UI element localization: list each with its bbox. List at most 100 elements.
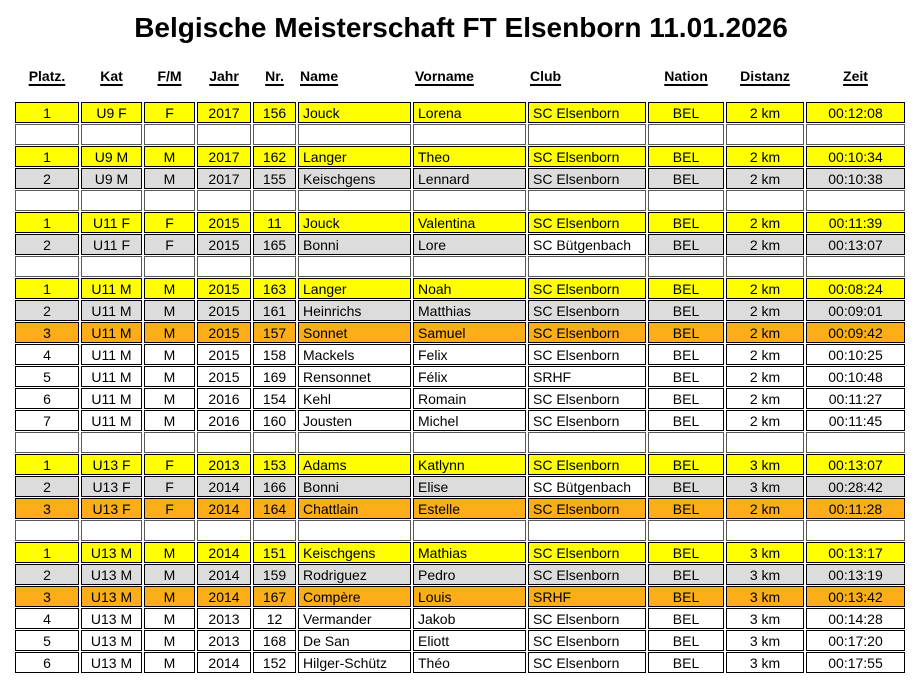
cell-kat: U13 F xyxy=(81,476,142,497)
cell-distanz: 2 km xyxy=(726,234,804,255)
cell-nation: BEL xyxy=(648,542,724,563)
separator-cell xyxy=(15,124,79,145)
cell-nr: 161 xyxy=(253,300,296,321)
cell-club: SC Elsenborn xyxy=(528,344,646,365)
cell-jahr: 2016 xyxy=(197,388,251,409)
cell-platz: 1 xyxy=(15,102,79,123)
column-header-club: Club xyxy=(530,68,562,84)
separator-cell xyxy=(81,256,142,277)
cell-platz: 2 xyxy=(15,168,79,189)
separator-cell xyxy=(806,432,905,453)
cell-fm: F xyxy=(144,454,195,475)
cell-fm: F xyxy=(144,476,195,497)
cell-fm: M xyxy=(144,586,195,607)
cell-jahr: 2015 xyxy=(197,366,251,387)
cell-zeit: 00:11:27 xyxy=(806,388,905,409)
cell-club: SC Elsenborn xyxy=(528,278,646,299)
cell-vorname: Matthias xyxy=(413,300,526,321)
cell-club: SC Elsenborn xyxy=(528,542,646,563)
column-header-jahr: Jahr xyxy=(209,68,239,84)
cell-name: Jouck xyxy=(298,102,411,123)
cell-nation: BEL xyxy=(648,498,724,519)
cell-vorname: Samuel xyxy=(413,322,526,343)
result-row: 1 U13 F F 2013 153 Adams Katlynn SC Elsenborn BE… xyxy=(15,454,905,475)
cell-platz: 1 xyxy=(15,454,79,475)
separator-cell xyxy=(253,190,296,211)
result-row: 3 U13 F F 2014 164 Chattlain Estelle SC Elsenbo… xyxy=(15,498,905,519)
cell-kat: U11 M xyxy=(81,388,142,409)
cell-zeit: 00:11:39 xyxy=(806,212,905,233)
cell-nation: BEL xyxy=(648,564,724,585)
cell-jahr: 2015 xyxy=(197,322,251,343)
separator-cell xyxy=(253,256,296,277)
cell-fm: F xyxy=(144,234,195,255)
cell-fm: M xyxy=(144,608,195,629)
cell-name: Sonnet xyxy=(298,322,411,343)
cell-zeit: 00:09:42 xyxy=(806,322,905,343)
cell-nation: BEL xyxy=(648,388,724,409)
column-header-vorname: Vorname xyxy=(415,68,474,84)
separator-cell xyxy=(298,124,411,145)
cell-kat: U11 M xyxy=(81,322,142,343)
separator-cell xyxy=(253,432,296,453)
separator-cell xyxy=(648,256,724,277)
separator-cell xyxy=(144,190,195,211)
cell-nr: 158 xyxy=(253,344,296,365)
cell-fm: F xyxy=(144,102,195,123)
result-row: 2 U13 M M 2014 159 Rodriguez Pedro SC Elsenborn… xyxy=(15,564,905,585)
cell-kat: U13 M xyxy=(81,542,142,563)
separator-cell xyxy=(726,190,804,211)
cell-vorname: Theo xyxy=(413,146,526,167)
cell-platz: 4 xyxy=(15,608,79,629)
cell-kat: U9 M xyxy=(81,168,142,189)
separator-cell xyxy=(648,124,724,145)
cell-platz: 1 xyxy=(15,278,79,299)
cell-fm: F xyxy=(144,212,195,233)
cell-vorname: Lorena xyxy=(413,102,526,123)
cell-name: Compère xyxy=(298,586,411,607)
cell-nr: 159 xyxy=(253,564,296,585)
cell-name: Kehl xyxy=(298,388,411,409)
cell-platz: 2 xyxy=(15,234,79,255)
cell-club: SC Bütgenbach xyxy=(528,234,646,255)
cell-nr: 153 xyxy=(253,454,296,475)
cell-club: SC Elsenborn xyxy=(528,212,646,233)
cell-vorname: Eliott xyxy=(413,630,526,651)
cell-kat: U11 M xyxy=(81,344,142,365)
cell-distanz: 2 km xyxy=(726,146,804,167)
cell-vorname: Michel xyxy=(413,410,526,431)
cell-zeit: 00:09:01 xyxy=(806,300,905,321)
result-row: 5 U11 M M 2015 169 Rensonnet Félix SRHF BEL 2 km 0… xyxy=(15,366,905,387)
cell-club: SC Elsenborn xyxy=(528,498,646,519)
cell-nr: 11 xyxy=(253,212,296,233)
cell-vorname: Pedro xyxy=(413,564,526,585)
cell-nr: 165 xyxy=(253,234,296,255)
cell-distanz: 3 km xyxy=(726,652,804,673)
separator-cell xyxy=(528,124,646,145)
cell-fm: M xyxy=(144,344,195,365)
separator-cell xyxy=(144,432,195,453)
result-row: 7 U11 M M 2016 160 Jousten Michel SC Elsenborn B… xyxy=(15,410,905,431)
group-separator-row xyxy=(15,432,905,453)
separator-cell xyxy=(298,520,411,541)
separator-cell xyxy=(806,256,905,277)
cell-distanz: 3 km xyxy=(726,564,804,585)
cell-distanz: 2 km xyxy=(726,168,804,189)
separator-cell xyxy=(648,190,724,211)
cell-nr: 156 xyxy=(253,102,296,123)
cell-distanz: 2 km xyxy=(726,300,804,321)
cell-zeit: 00:11:28 xyxy=(806,498,905,519)
cell-club: SC Elsenborn xyxy=(528,146,646,167)
cell-jahr: 2013 xyxy=(197,630,251,651)
cell-distanz: 2 km xyxy=(726,278,804,299)
cell-platz: 3 xyxy=(15,586,79,607)
cell-distanz: 3 km xyxy=(726,476,804,497)
separator-cell xyxy=(726,520,804,541)
separator-cell xyxy=(648,432,724,453)
cell-jahr: 2015 xyxy=(197,212,251,233)
results-table-body: 1 U9 F F 2017 156 Jouck Lorena SC Elsenborn BEL 2… xyxy=(15,102,905,673)
cell-kat: U13 M xyxy=(81,608,142,629)
results-table: Platz. Kat F/M Jahr Nr. Name Vorname Club Nation… xyxy=(13,64,907,674)
cell-zeit: 00:14:28 xyxy=(806,608,905,629)
cell-nation: BEL xyxy=(648,168,724,189)
